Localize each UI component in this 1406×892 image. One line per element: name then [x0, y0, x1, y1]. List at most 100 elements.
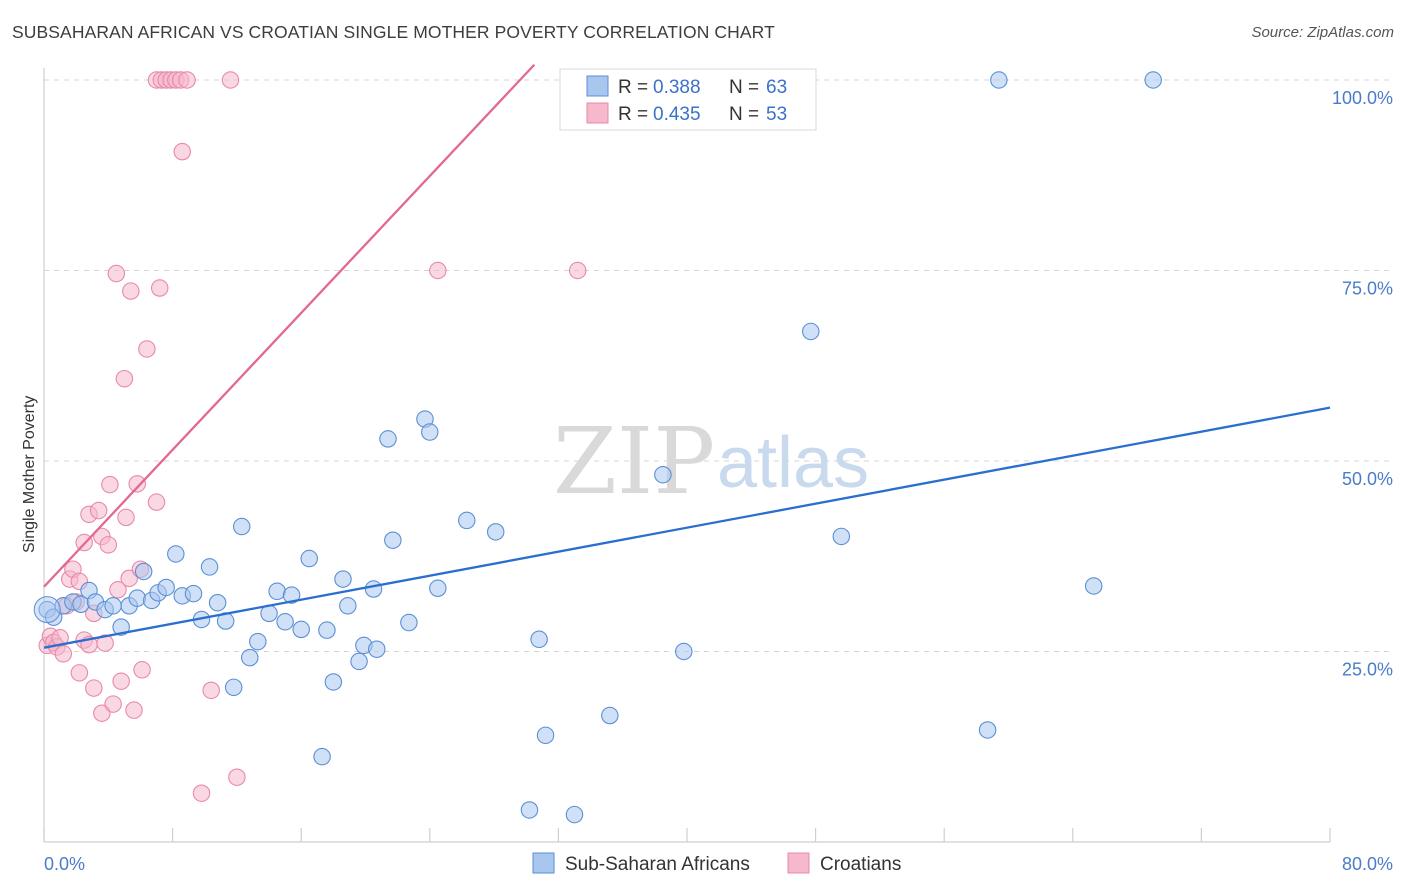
data-point	[324, 673, 343, 691]
data-point	[173, 142, 191, 161]
data-point	[268, 582, 286, 601]
data-point	[978, 721, 997, 739]
series-legend: Sub-Saharan Africans Croatians	[532, 852, 901, 875]
stats-legend: R = 0.388 N = 63 R = 0.435 N = 53	[559, 68, 817, 131]
data-point	[224, 678, 243, 697]
data-point	[44, 608, 63, 626]
data-point	[520, 801, 539, 819]
data-point	[157, 578, 175, 597]
y-axis-label: Single Mother Poverty	[21, 396, 38, 553]
data-point	[85, 679, 103, 697]
data-point	[107, 264, 126, 283]
chart-title: SUBSAHARAN AFRICAN VS CROATIAN SINGLE MO…	[12, 22, 775, 42]
data-point	[89, 501, 108, 520]
data-point	[379, 430, 397, 448]
data-point	[364, 580, 383, 598]
data-point	[400, 613, 418, 632]
data-point	[300, 549, 318, 568]
data-point	[115, 369, 134, 388]
watermark-atlas: atlas	[717, 423, 869, 503]
data-point	[384, 531, 402, 549]
series-legend-label-blue: Sub-Saharan Africans	[565, 854, 750, 875]
data-point	[70, 664, 89, 682]
data-point	[429, 261, 447, 280]
data-point	[221, 71, 240, 89]
data-point	[101, 475, 119, 494]
data-point	[568, 261, 587, 280]
data-point	[54, 645, 73, 663]
data-point	[184, 584, 203, 603]
data-point	[458, 511, 476, 530]
data-point	[313, 747, 331, 766]
data-point	[421, 423, 439, 441]
data-point	[112, 672, 130, 690]
y-tick-label-100: 100.0%	[1332, 88, 1393, 108]
series-legend-swatch-pink	[787, 852, 810, 874]
data-point	[832, 527, 851, 546]
sub-saharan-points	[33, 71, 1162, 824]
data-point	[1084, 577, 1103, 595]
legend-r-label-pink: R =	[618, 104, 648, 125]
data-point	[104, 597, 122, 615]
data-point	[125, 701, 143, 719]
data-point	[208, 593, 227, 612]
data-point	[104, 695, 122, 713]
series-legend-swatch-blue	[532, 852, 555, 874]
data-point	[565, 805, 584, 824]
legend-swatch-pink	[586, 102, 609, 124]
data-point	[429, 579, 447, 598]
trend-line-croatians	[43, 63, 536, 588]
gridlines	[44, 79, 1392, 652]
data-point	[120, 569, 138, 588]
trend-line-sub-saharan	[43, 406, 1331, 649]
x-tick-label-max: 80.0%	[1342, 854, 1393, 874]
x-axis-ticks	[43, 828, 1331, 842]
data-point	[334, 570, 352, 588]
data-point	[1144, 71, 1162, 89]
data-point	[802, 322, 820, 341]
legend-r-label-blue: R =	[618, 77, 648, 98]
data-point	[292, 620, 310, 639]
y-tick-label-25: 25.0%	[1342, 660, 1393, 680]
data-point	[134, 562, 153, 581]
legend-n-label-pink: N =	[729, 104, 759, 125]
data-point	[486, 523, 505, 541]
data-point	[654, 465, 672, 484]
source-credit: Source: ZipAtlas.com	[1251, 24, 1394, 41]
data-point	[202, 681, 220, 700]
data-point	[200, 558, 219, 576]
data-point	[192, 784, 211, 802]
legend-r-value-blue: 0.388	[653, 77, 701, 98]
y-tick-label-75: 75.0%	[1342, 279, 1393, 299]
data-point	[530, 630, 548, 649]
data-point	[96, 634, 114, 652]
data-point	[282, 586, 301, 604]
trend-lines	[43, 63, 1331, 649]
watermark-zip: ZIP	[553, 408, 715, 515]
data-point	[241, 648, 259, 667]
data-point-cluster	[33, 596, 61, 624]
data-point	[178, 71, 196, 89]
data-point	[117, 508, 135, 527]
data-point	[109, 581, 127, 599]
watermark: ZIP atlas	[553, 408, 869, 515]
x-tick-label-min: 0.0%	[44, 854, 85, 874]
data-point	[228, 768, 246, 786]
y-tick-label-50: 50.0%	[1342, 469, 1393, 489]
data-point	[232, 517, 251, 536]
data-point	[128, 589, 146, 607]
data-point	[122, 282, 140, 300]
data-point	[249, 632, 267, 651]
data-point	[368, 640, 386, 658]
legend-n-value-pink: 53	[766, 104, 787, 125]
data-point	[150, 279, 169, 297]
data-point	[350, 652, 368, 671]
legend-r-value-pink: 0.435	[653, 104, 701, 125]
data-point	[133, 661, 151, 679]
data-point	[276, 613, 294, 631]
data-point	[990, 71, 1008, 89]
series-legend-label-pink: Croatians	[820, 854, 901, 875]
data-point	[167, 545, 185, 563]
data-point	[675, 642, 693, 661]
